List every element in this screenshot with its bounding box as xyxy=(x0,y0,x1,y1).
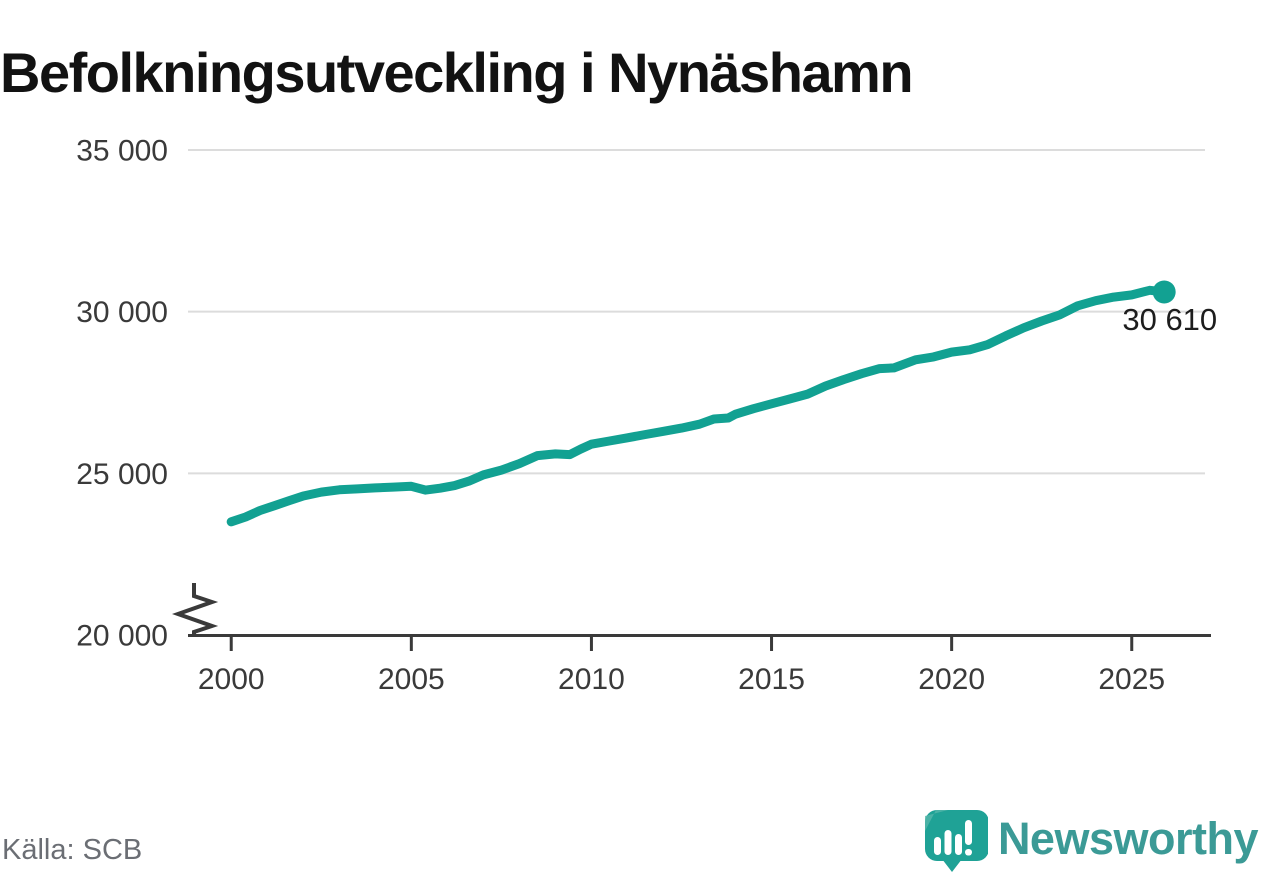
y-axis-tick-label: 35 000 xyxy=(76,135,168,168)
x-axis-tick-label: 2005 xyxy=(378,663,445,696)
latest-value-dot xyxy=(1152,280,1176,304)
chart-title: Befolkningsutveckling i Nynäshamn xyxy=(0,40,914,104)
x-axis-tick-label: 2015 xyxy=(738,663,805,696)
y-axis-break-icon xyxy=(171,583,219,636)
y-axis-tick-label: 30 000 xyxy=(76,296,168,329)
latest-value-label: 30 610 xyxy=(1122,302,1217,337)
newsworthy-wordmark: Newsworthy xyxy=(997,813,1259,864)
y-axis-tick-label: 20 000 xyxy=(76,620,168,653)
x-axis-tick-label: 2000 xyxy=(198,663,265,696)
newsworthy-logo: Newsworthy xyxy=(922,805,1259,873)
x-axis-tick-label: 2010 xyxy=(558,663,625,696)
x-axis-tick-label: 2025 xyxy=(1098,663,1165,696)
y-axis-tick-label: 25 000 xyxy=(76,458,168,491)
population-line-series xyxy=(226,285,1169,527)
x-axis-tick-label: 2020 xyxy=(918,663,985,696)
source-note: Källa: SCB xyxy=(2,834,143,866)
newsworthy-speech-bubble-bar-chart-icon xyxy=(924,810,988,872)
